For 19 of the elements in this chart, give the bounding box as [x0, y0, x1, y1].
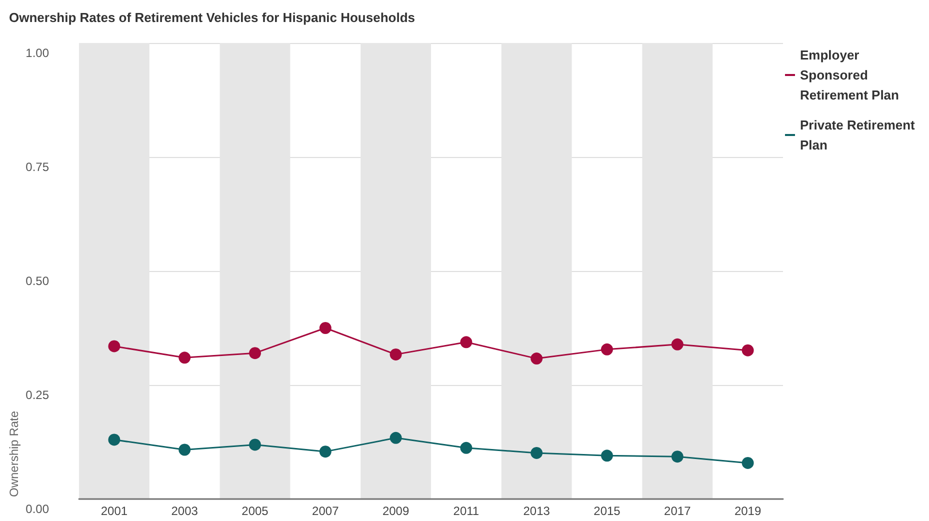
y-tick-label: 0.00: [26, 502, 50, 516]
x-tick-label: 2011: [453, 504, 480, 518]
y-tick-label: 0.75: [26, 160, 50, 174]
x-tick-label: 2007: [312, 504, 340, 518]
legend-label: Private Retirement Plan: [800, 118, 918, 152]
x-tick-label: 2013: [523, 504, 550, 518]
chart-title: Ownership Rates of Retirement Vehicles for Hispanic Households: [9, 10, 415, 25]
x-tick-label: 2017: [664, 504, 692, 518]
x-tick-label: 2009: [382, 504, 410, 518]
y-axis-title: Ownership Rate: [7, 410, 21, 497]
x-tick-label: 2001: [100, 504, 128, 518]
x-tick-label: 2019: [734, 504, 762, 518]
x-tick-label: 2005: [242, 504, 269, 518]
y-tick-label: 1.00: [26, 46, 50, 60]
x-tick-label: 2003: [171, 504, 198, 518]
legend-label: Employer Sponsored Retirement Plan: [800, 48, 900, 102]
y-tick-label: 0.25: [26, 388, 50, 402]
x-tick-label: 2015: [594, 504, 621, 518]
y-tick-label: 0.50: [26, 274, 50, 288]
